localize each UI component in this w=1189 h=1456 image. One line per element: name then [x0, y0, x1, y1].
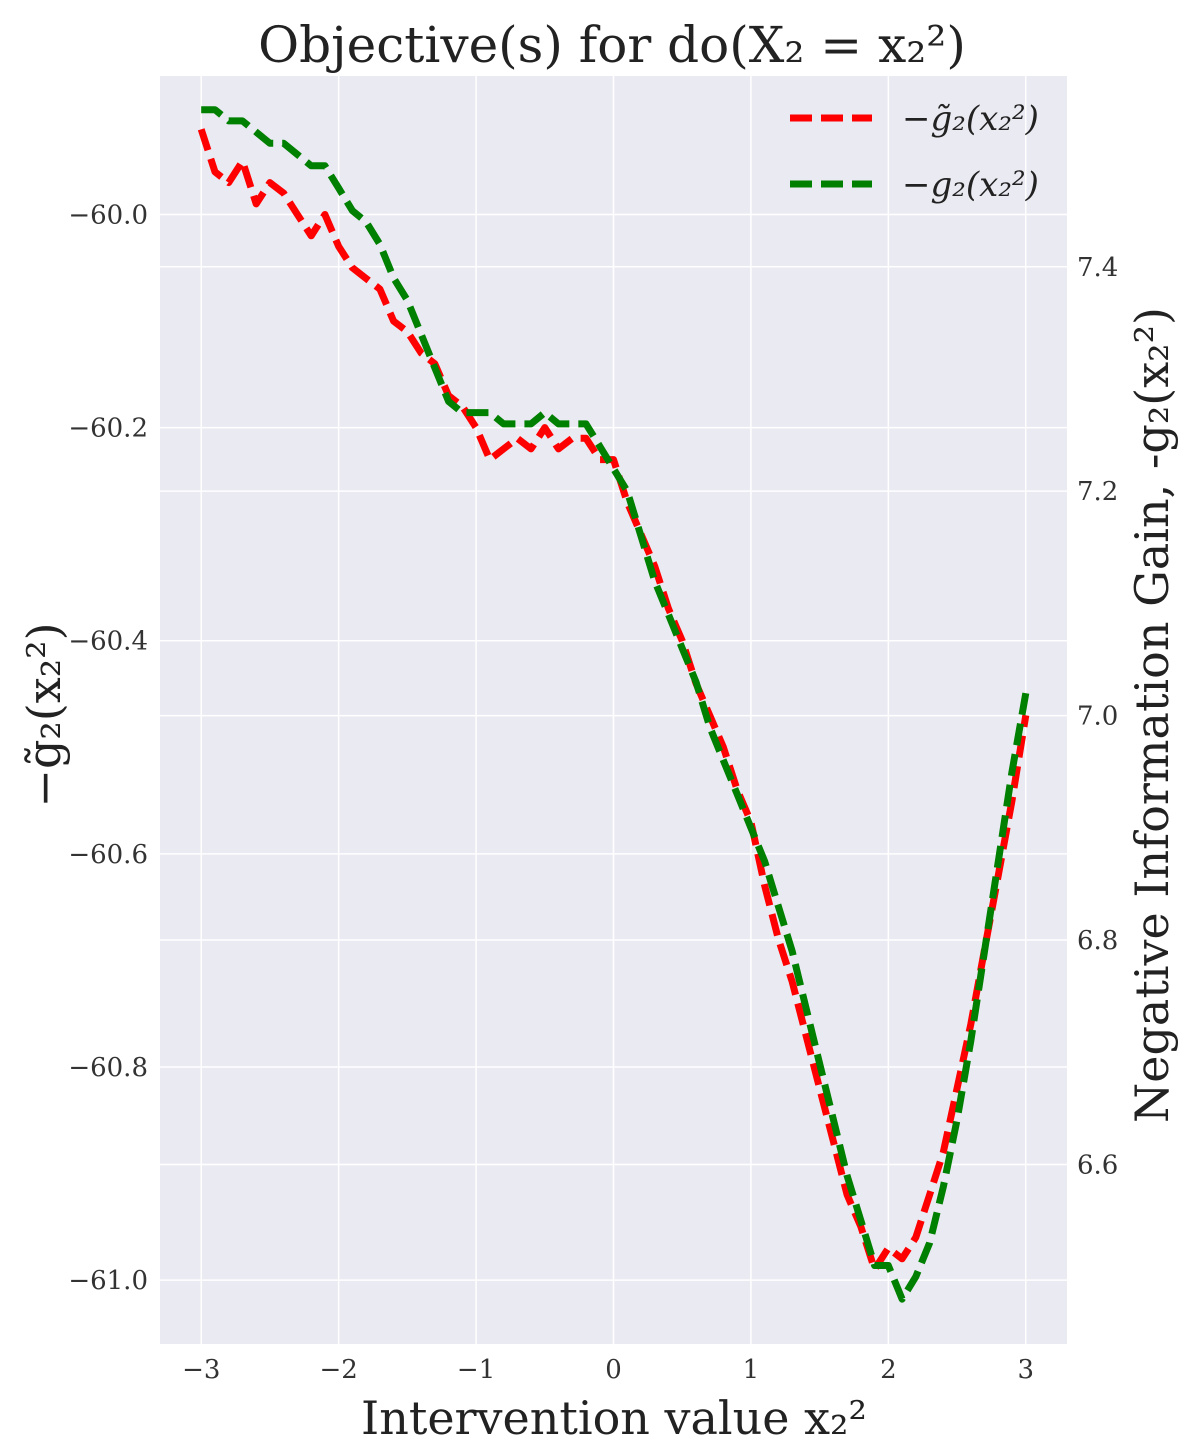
x-tick-label: 0	[605, 1355, 622, 1385]
y-left-tick-label: −60.0	[68, 201, 148, 231]
x-tick-label: −1	[457, 1355, 495, 1385]
y-left-tick-label: −60.6	[68, 840, 148, 870]
x-tick-label: 3	[1017, 1355, 1034, 1385]
series-layer	[197, 106, 1030, 1303]
x-axis-ticks: −3 −2 −1 0 1 2 3	[182, 1355, 1034, 1385]
grid	[160, 76, 1067, 1344]
x-tick-label: 2	[880, 1355, 897, 1385]
y-axis-left-ticks: −60.0 −60.2 −60.4 −60.6 −60.8 −61.0	[68, 201, 148, 1297]
series-line-0	[197, 128, 1030, 1273]
y-left-tick-label: −60.8	[68, 1053, 148, 1083]
legend: −g̃₂(x₂²) −g₂(x₂²)	[790, 99, 1039, 205]
y-right-tick-label: 7.4	[1077, 253, 1118, 283]
y-left-tick-label: −60.2	[68, 414, 148, 444]
y-right-tick-label: 6.6	[1077, 1150, 1118, 1180]
x-tick-label: −2	[319, 1355, 357, 1385]
y-left-tick-label: −60.4	[68, 627, 148, 657]
y-axis-right-label: Negative Information Gain, -g₂(x₂²)	[1125, 307, 1179, 1123]
legend-label-red: −g̃₂(x₂²)	[902, 99, 1039, 139]
y-right-tick-label: 6.8	[1077, 926, 1118, 956]
y-right-tick-label: 7.0	[1077, 702, 1118, 732]
x-tick-label: −3	[182, 1355, 220, 1385]
y-axis-right-ticks: 7.4 7.2 7.0 6.8 6.6	[1077, 253, 1118, 1181]
x-tick-label: 1	[743, 1355, 760, 1385]
legend-label-green: −g₂(x₂²)	[902, 165, 1039, 205]
y-right-tick-label: 7.2	[1077, 477, 1118, 507]
chart-title: Objective(s) for do(X₂ = x₂²)	[258, 16, 966, 74]
series-line-1	[201, 106, 1030, 1303]
y-left-tick-label: −61.0	[68, 1266, 148, 1296]
y-axis-left-label: −g̃₂(x₂²)	[17, 622, 71, 807]
x-axis-label: Intervention value x₂²	[361, 1391, 867, 1445]
